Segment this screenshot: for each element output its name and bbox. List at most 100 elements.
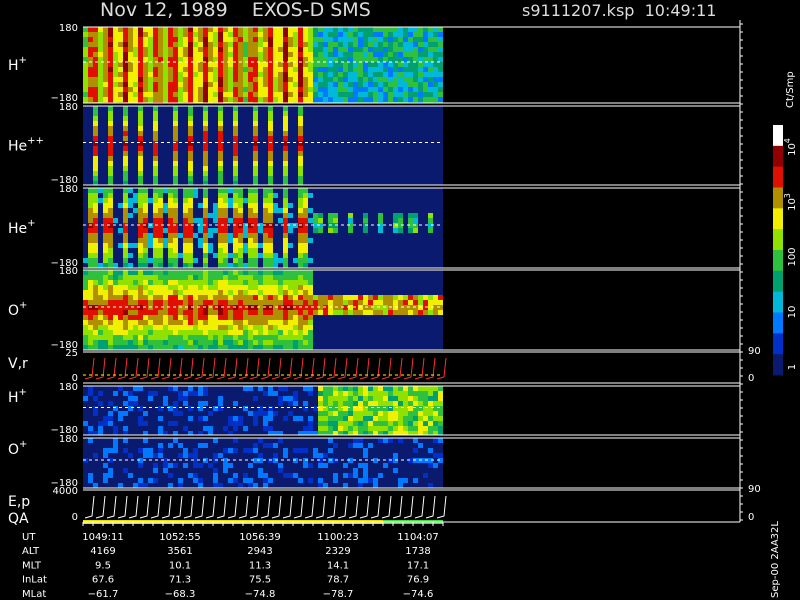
spectrogram-cell	[128, 52, 133, 57]
spectrogram-cell	[243, 248, 248, 253]
spectrogram-cell	[233, 330, 238, 335]
spectrogram-cell	[138, 67, 143, 72]
footer-cell: 11.3	[249, 560, 271, 571]
spectrogram-cell	[83, 320, 88, 325]
spectrogram-cell	[88, 243, 93, 248]
spectrogram-cell	[163, 295, 168, 300]
spectrogram-cell	[243, 263, 248, 268]
spectrogram-cell	[208, 290, 213, 295]
spectrogram-cell	[88, 52, 93, 57]
spectrogram-cell	[238, 57, 243, 62]
spectrogram-cell	[338, 72, 343, 77]
spectrogram-cell	[218, 52, 223, 57]
spectrogram-cell	[288, 305, 293, 310]
spectrogram-cell	[238, 315, 243, 320]
spectrogram-cell	[158, 340, 163, 345]
spectrogram-cell	[198, 87, 203, 92]
spectrogram-cell	[93, 411, 98, 416]
spectrogram-cell	[433, 57, 438, 62]
spectrogram-cell	[253, 131, 258, 136]
spectrogram-cell	[343, 431, 348, 435]
spectrogram-cell	[378, 27, 383, 32]
spectrogram-cell	[258, 315, 263, 320]
spectrogram-cell	[233, 193, 238, 198]
spectrogram-cell	[363, 62, 368, 67]
spectrogram-cell	[93, 121, 98, 126]
spectrogram-cell	[203, 285, 208, 290]
spectrogram-cell	[428, 396, 433, 401]
spectrogram-cell	[218, 453, 223, 458]
spectrogram-cell	[203, 218, 208, 223]
spectrogram-cell	[118, 335, 123, 340]
spectrogram-cell	[138, 300, 143, 305]
spectrogram-cell	[153, 213, 158, 218]
spectrogram-cell	[348, 473, 353, 478]
spectrogram-cell	[108, 416, 113, 421]
spectrogram-cell	[438, 453, 443, 458]
spectrogram-cell	[313, 300, 318, 305]
spectrogram-cell	[283, 453, 288, 458]
spectrogram-cell	[148, 47, 153, 52]
spectrogram-cell	[438, 386, 443, 391]
spectrogram-cell	[283, 335, 288, 340]
spectrogram-cell	[303, 263, 308, 268]
spectrogram-cell	[203, 136, 208, 141]
spectrogram-cell	[328, 310, 333, 315]
spectrogram-cell	[298, 131, 303, 136]
spectrogram-cell	[113, 37, 118, 42]
spectrogram-cell	[258, 87, 263, 92]
spectrogram-cell	[83, 285, 88, 290]
spectrogram-cell	[153, 156, 158, 161]
spectrogram-cell	[108, 176, 113, 181]
spectrogram-cell	[243, 406, 248, 411]
spectrogram-cell	[88, 97, 93, 102]
spectrogram-cell	[313, 305, 318, 310]
spectrogram-cell	[408, 228, 413, 233]
spectrogram-cell	[418, 77, 423, 82]
spectrogram-cell	[143, 57, 148, 62]
spectrogram-cell	[123, 468, 128, 473]
spectrogram-cell	[423, 52, 428, 57]
spectrogram-cell	[333, 213, 338, 218]
spectrogram-cell	[213, 62, 218, 67]
spectrogram-cell	[88, 325, 93, 330]
spectrogram-cell	[318, 463, 323, 468]
spectrogram-cell	[158, 67, 163, 72]
spectrogram-cell	[353, 386, 358, 391]
spectrogram-cell	[328, 426, 333, 431]
spectrogram-cell	[353, 411, 358, 416]
spectrogram-cell	[318, 218, 323, 223]
spectrogram-cell	[313, 37, 318, 42]
spectrogram-cell	[253, 111, 258, 116]
spectrogram-cell	[168, 82, 173, 87]
spectrogram-cell	[433, 406, 438, 411]
spectrogram-cell	[298, 77, 303, 82]
spectrogram-cell	[233, 111, 238, 116]
spectrogram-cell	[218, 27, 223, 32]
spectrogram-cell	[168, 248, 173, 253]
spectrogram-cell	[88, 228, 93, 233]
spectrogram-cell	[328, 396, 333, 401]
spectrogram-cell	[218, 325, 223, 330]
spectrogram-cell	[303, 253, 308, 258]
spectrogram-cell	[248, 193, 253, 198]
spectrogram-cell	[313, 406, 318, 411]
spectrogram-cell	[303, 203, 308, 208]
spectrogram-cell	[108, 77, 113, 82]
spectrogram-cell	[228, 27, 233, 32]
spectrogram-cell	[268, 72, 273, 77]
panel-label: QA	[8, 511, 29, 527]
spectrogram-cell	[268, 345, 273, 350]
spectrogram-cell	[198, 300, 203, 305]
spectrogram-cell	[298, 238, 303, 243]
spectrogram-cell	[248, 478, 253, 483]
spectrogram-cell	[138, 270, 143, 275]
spectrogram-cell	[373, 92, 378, 97]
spectrogram-cell	[438, 305, 443, 310]
spectrogram-cell	[188, 473, 193, 478]
spectrogram-cell	[208, 47, 213, 52]
spectrogram-cell	[273, 253, 278, 258]
spectrogram-cell	[328, 77, 333, 82]
spectrogram-cell	[268, 213, 273, 218]
spectrogram-cell	[383, 416, 388, 421]
